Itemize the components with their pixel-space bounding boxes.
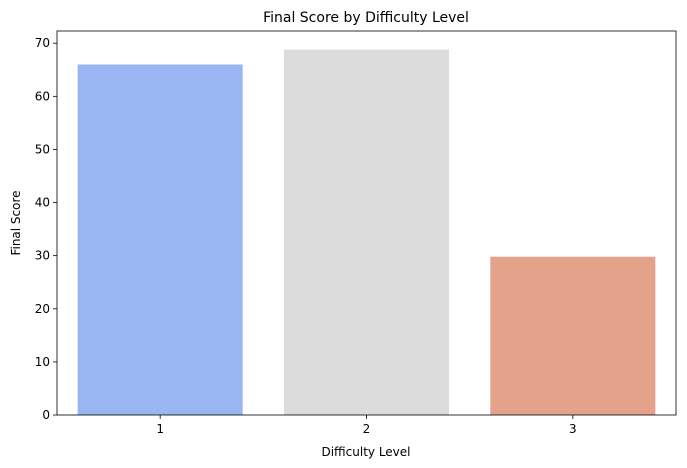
y-axis-label: Final Score	[9, 190, 23, 255]
y-tick-label-30: 30	[35, 249, 50, 263]
y-tick-label-70: 70	[35, 36, 50, 50]
y-tick-label-50: 50	[35, 142, 50, 156]
x-axis-label: Difficulty Level	[321, 445, 410, 459]
bar-2	[283, 49, 450, 416]
bar-1	[77, 64, 243, 416]
y-tick-label-0: 0	[42, 408, 50, 422]
y-tick-label-60: 60	[35, 89, 50, 103]
x-tick-label-2: 2	[363, 422, 371, 436]
x-tick-label-1: 1	[156, 422, 164, 436]
y-tick-label-10: 10	[35, 355, 50, 369]
y-tick-label-40: 40	[35, 196, 50, 210]
y-tick-label-20: 20	[35, 302, 50, 316]
chart-title: Final Score by Difficulty Level	[263, 10, 469, 26]
x-tick-label-3: 3	[569, 422, 577, 436]
plot-frame	[56, 30, 677, 416]
bar-3	[490, 256, 656, 415]
